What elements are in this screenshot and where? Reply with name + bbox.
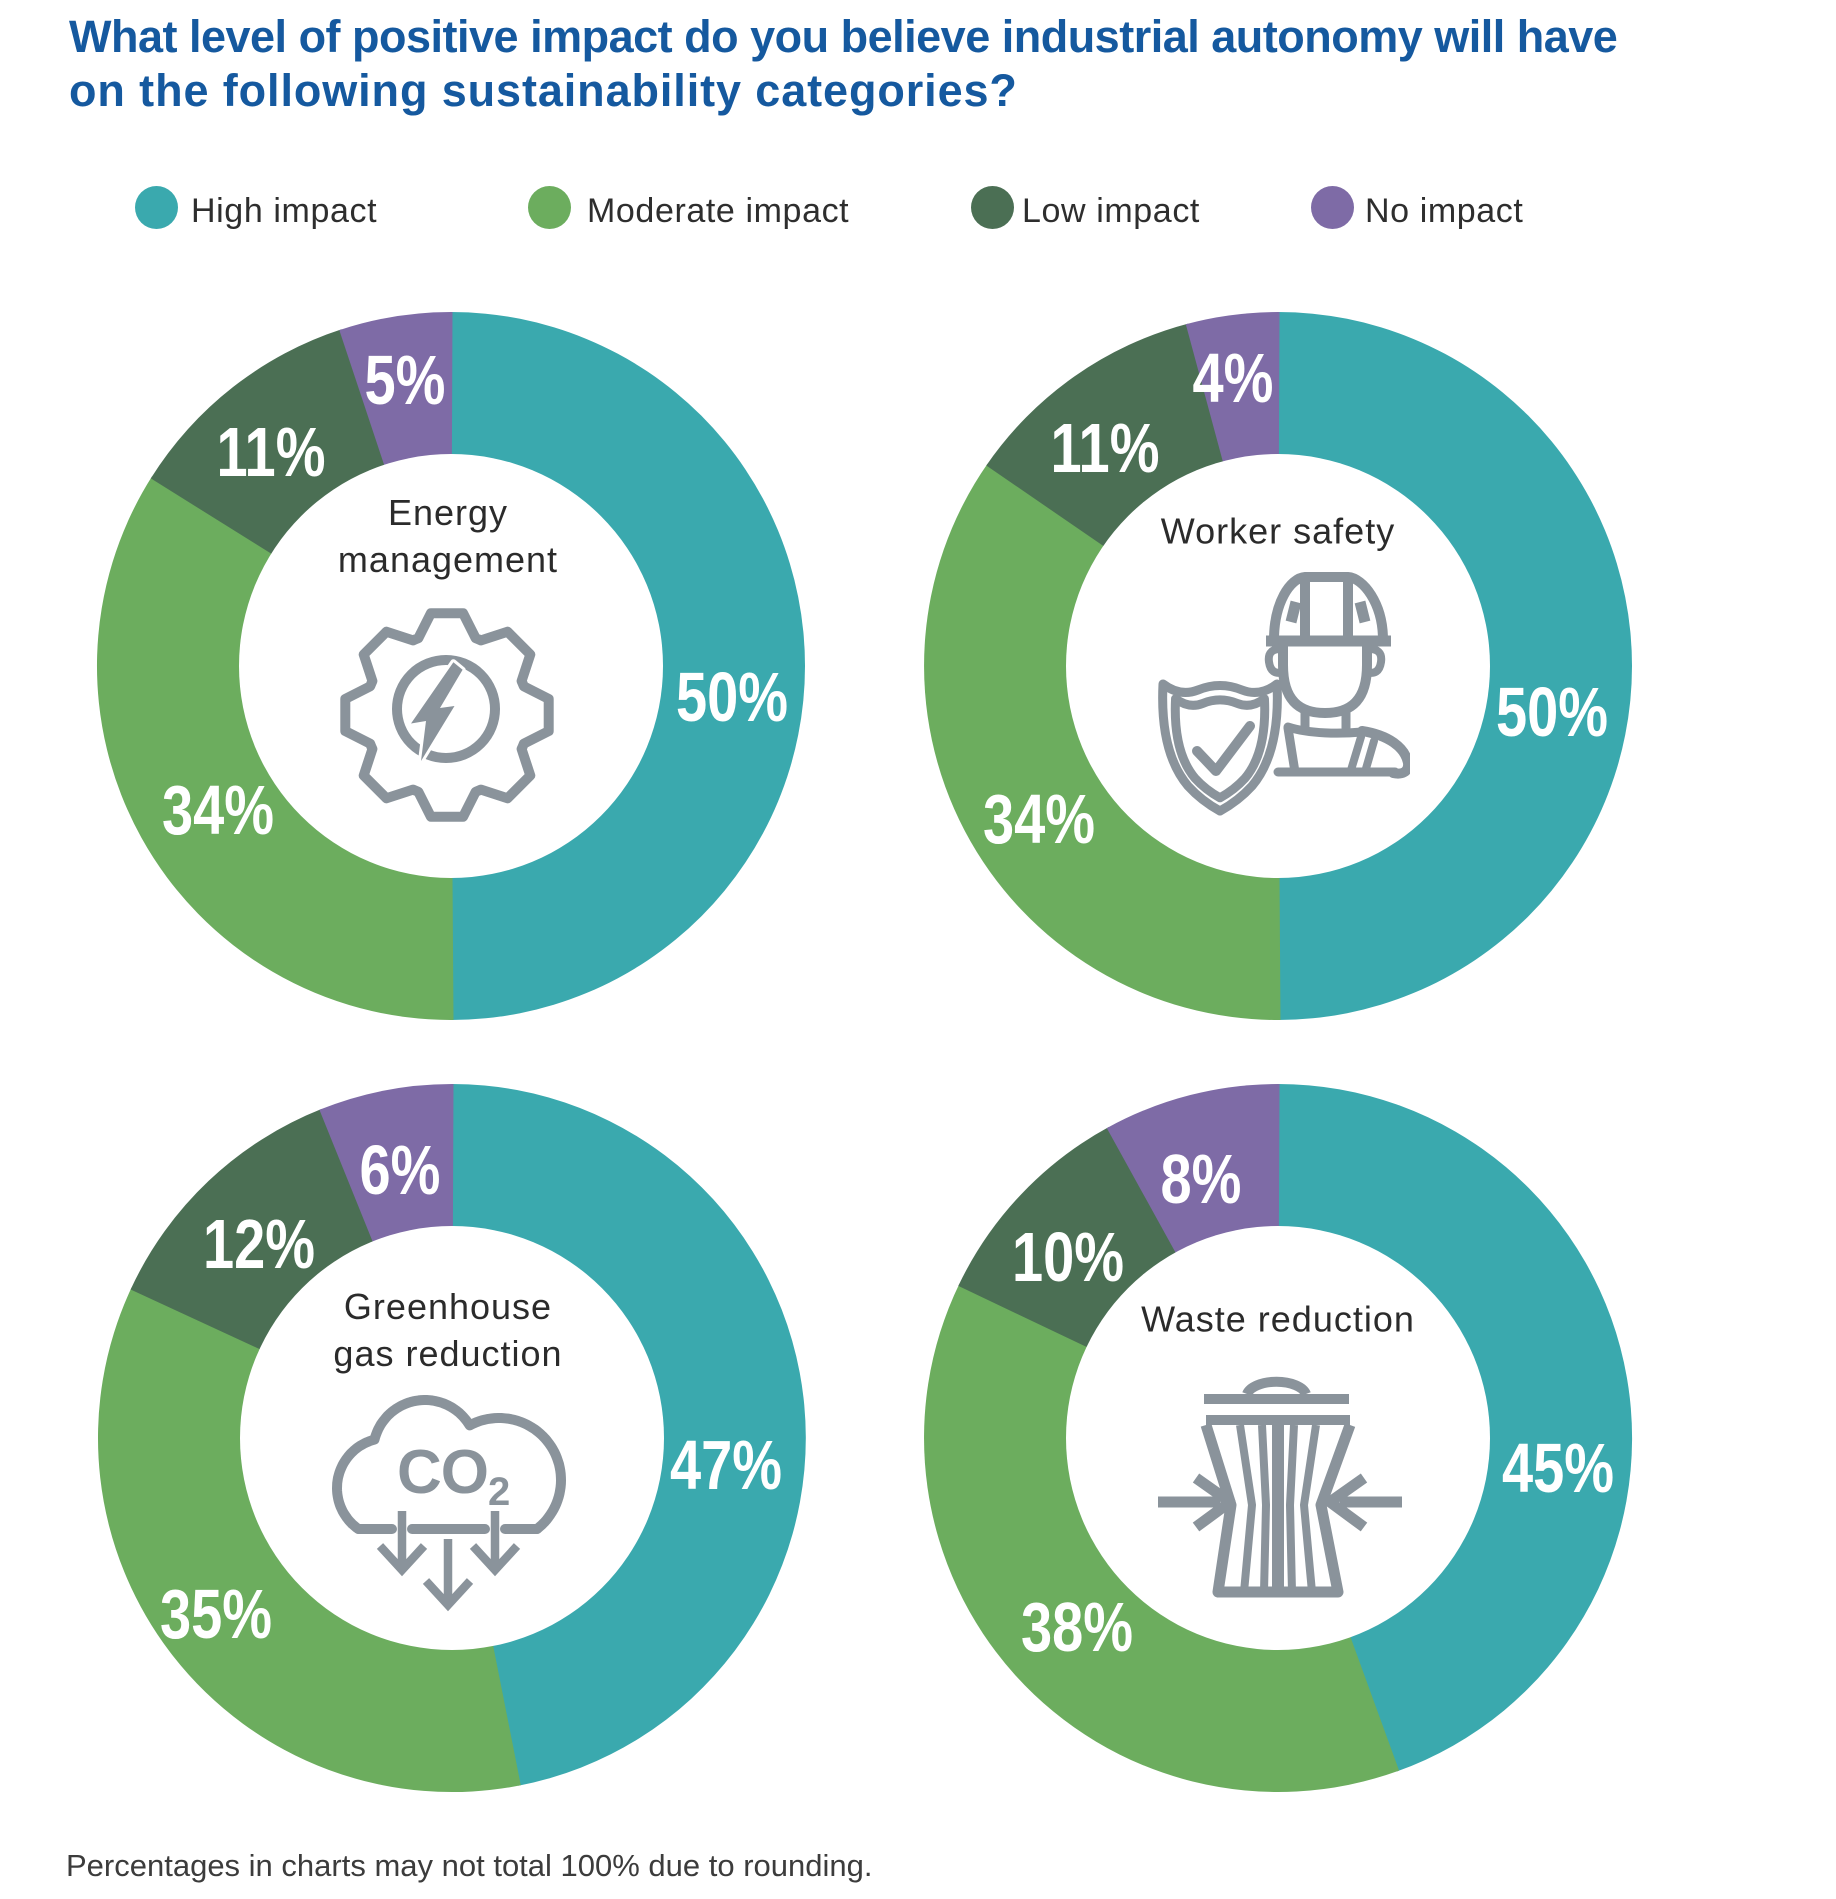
svg-text:CO2: CO2 — [397, 1438, 509, 1514]
